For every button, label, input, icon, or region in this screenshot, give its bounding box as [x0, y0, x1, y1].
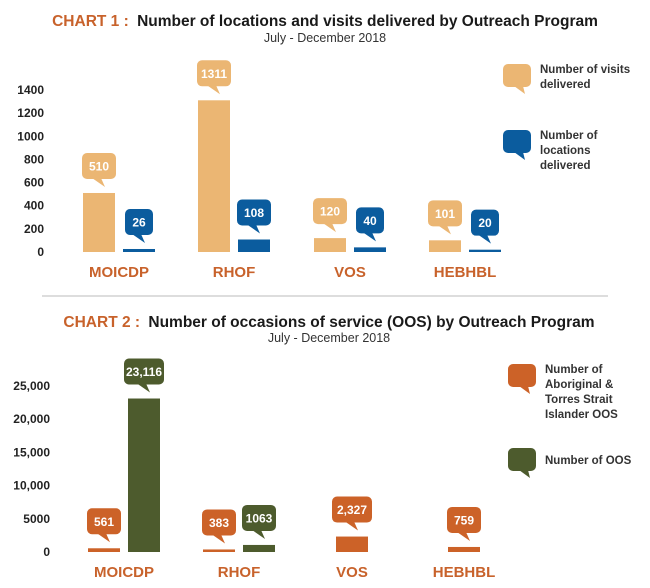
chart1-data-label-text: 1311: [201, 67, 227, 81]
chart2-ytick-label: 0: [43, 545, 50, 559]
chart2-bar-vos-a: [336, 536, 368, 552]
chart2-data-label: 561: [87, 508, 121, 543]
chart2-category-label: MOICDP: [94, 564, 154, 581]
chart1-bar-vos-b: [354, 247, 386, 252]
chart2-data-label: 759: [447, 506, 481, 541]
chart1-data-label: 26: [125, 208, 153, 243]
chart2-subtitle: July - December 2018: [268, 331, 390, 345]
chart2-title-text: Number of occasions of service (OOS) by …: [148, 314, 594, 331]
chart1-ytick-label: 1400: [17, 83, 44, 97]
chart1-ytick-label: 400: [24, 199, 44, 213]
chart1-legend-item: Number of visits delivered: [503, 64, 630, 94]
chart1-plot: 0 200 400 600 800 1000 1200 1400 510 26 MOICDP 1311…: [17, 60, 630, 281]
chart2-data-label-text: 23,116: [126, 365, 162, 379]
chart1-bar-hebhbl-b: [469, 249, 501, 252]
chart2-category-label: RHOF: [218, 564, 261, 581]
chart1-title-prefix: CHART 1 :: [52, 13, 129, 30]
chart2-data-label-text: 561: [94, 515, 114, 529]
chart1-legend-label: Number of visits delivered: [540, 64, 630, 91]
chart1-data-label: 20: [471, 209, 499, 244]
chart1-ytick-label: 0: [37, 245, 44, 259]
chart1-ytick-label: 1200: [17, 106, 44, 120]
chart2-data-label-text: 1063: [246, 511, 273, 525]
chart1-data-label-text: 20: [478, 216, 492, 230]
chart1-data-label: 101: [428, 200, 462, 235]
chart1-data-label-text: 108: [244, 206, 264, 220]
chart2-legend-item: Number of Aboriginal & Torres Strait Island…: [508, 364, 618, 421]
chart2-ytick-label: 15,000: [13, 445, 50, 459]
chart2-legend-item: Number of OOS: [508, 448, 632, 478]
chart2-data-label-text: 2,327: [337, 503, 367, 517]
chart2-bar-moicdp-b: [128, 398, 160, 552]
chart2-data-label: 2,327: [332, 496, 372, 531]
chart1-data-label: 40: [356, 207, 384, 242]
chart2-ytick-label: 10,000: [13, 479, 50, 493]
chart2-data-label-text: 759: [454, 513, 474, 527]
chart2-ytick-label: 20,000: [13, 412, 50, 426]
chart2-legend-swatch: [508, 364, 536, 387]
chart1-title-text: Number of locations and visits delivered…: [137, 13, 598, 30]
chart2-ytick-label: 25,000: [13, 379, 50, 393]
chart1-bar-rhof-a: [198, 100, 230, 252]
chart2-title: CHART 2 : Number of occasions of service…: [63, 314, 594, 331]
chart2-ytick-label: 5000: [23, 512, 50, 526]
chart1-data-label-text: 40: [363, 214, 377, 228]
chart1-legend-label: Number of locations delivered: [540, 130, 598, 172]
chart2-legend-swatch: [508, 448, 536, 471]
chart1-data-label: 120: [313, 198, 347, 233]
chart1-bar-moicdp-b: [123, 248, 155, 252]
chart1-ytick-label: 800: [24, 152, 44, 166]
chart2-data-label: 383: [202, 509, 236, 544]
chart1-category-label: VOS: [334, 264, 366, 281]
chart1-ytick-label: 200: [24, 222, 44, 236]
chart1-ytick-label: 600: [24, 176, 44, 190]
chart2-bar-moicdp-a: [88, 548, 120, 552]
chart1-category-label: MOICDP: [89, 264, 149, 281]
chart1-data-label: 510: [82, 152, 116, 187]
chart1-bar-vos-a: [314, 238, 346, 252]
chart1-data-label-text: 26: [132, 215, 146, 229]
chart1-bar-rhof-b: [238, 239, 270, 252]
chart1-data-label-text: 510: [89, 159, 109, 173]
chart2-title-prefix: CHART 2 :: [63, 314, 140, 331]
chart1-category-label: HEBHBL: [434, 264, 497, 281]
chart2-data-label-text: 383: [209, 516, 229, 530]
chart1-ytick-label: 1000: [17, 129, 44, 143]
chart1-bar-hebhbl-a: [429, 240, 461, 252]
chart2-category-label: VOS: [336, 564, 368, 581]
chart1-data-label: 108: [237, 199, 271, 234]
chart1-data-label-text: 120: [320, 205, 340, 219]
chart1-bar-moicdp-a: [83, 192, 115, 252]
chart1-data-label-text: 101: [435, 207, 455, 221]
chart1-data-label: 1311: [197, 60, 231, 95]
chart1-legend-swatch: [503, 130, 531, 153]
chart1-category-label: RHOF: [213, 264, 256, 281]
chart1-legend-swatch: [503, 64, 531, 87]
chart2-legend-label: Number of OOS: [545, 455, 632, 467]
chart1-title: CHART 1 : Number of locations and visits…: [52, 13, 598, 30]
chart2-bar-hebhbl-a: [448, 546, 480, 552]
chart2-data-label: 1063: [242, 504, 276, 539]
chart2-legend-label: Number of Aboriginal & Torres Strait Island…: [545, 364, 618, 421]
chart2-bar-rhof-b: [243, 544, 275, 552]
chart2-data-label: 23,116: [124, 358, 164, 393]
chart1-legend-item: Number of locations delivered: [503, 130, 598, 172]
chart2-category-label: HEBHBL: [433, 564, 496, 581]
chart2-plot: 0 5000 10,000 15,000 20,000 25,000 561 23,116 MO…: [13, 358, 632, 581]
chart1-subtitle: July - December 2018: [264, 31, 386, 45]
chart2-bar-rhof-a: [203, 549, 235, 552]
